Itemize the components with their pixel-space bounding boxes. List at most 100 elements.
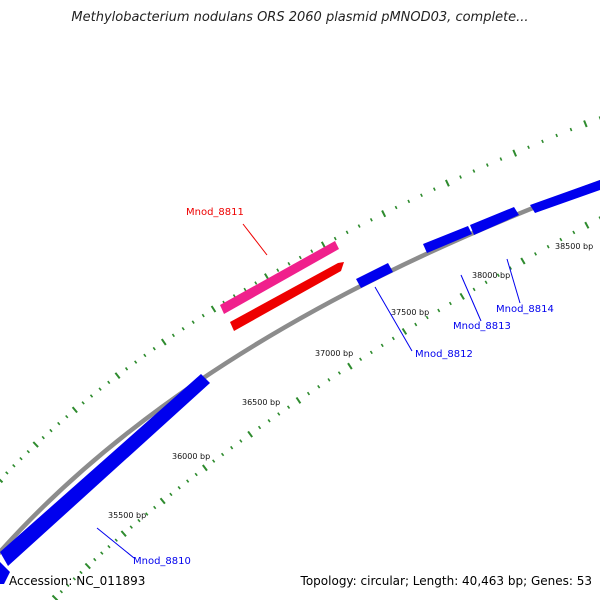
inner-tick-50 [520,257,526,265]
inner-tick-18 [186,479,190,483]
outer-tick-43 [420,193,423,198]
gene-label-mnod-8810[interactable]: Mnod_8810 [133,556,191,567]
outer-tick-13 [98,387,102,391]
inner-tick-45 [459,292,465,300]
inner-tick-44 [448,301,452,306]
outer-tick-51 [527,145,530,150]
inner-tick-6 [93,557,97,562]
inner-tick-31 [306,391,311,396]
gene-arc-mnod-8810[interactable] [0,374,210,566]
outer-tick-53 [555,133,559,138]
inner-tick-25 [247,430,254,438]
callout-line-mnod-8814 [506,258,521,304]
inner-tick-54 [572,230,576,235]
plasmid-backbone [0,179,600,556]
outer-tick-34 [310,249,314,253]
inner-tick-10 [120,530,127,537]
outer-tick-31 [276,268,280,272]
inner-tick-56 [598,216,600,220]
outer-tick-55 [583,120,588,128]
outer-tick-42 [407,199,411,204]
gene-label-mnod-8812[interactable]: Mnod_8812 [415,349,473,360]
gene-arc-mnod-8812[interactable] [356,263,393,288]
outer-tick-12 [89,394,94,398]
inner-tick-32 [317,384,321,389]
inner-tick-11 [129,525,133,529]
outer-tick-5 [32,441,39,448]
inner-tick-26 [257,425,262,430]
outer-tick-9 [65,414,69,419]
outer-tick-24 [201,313,205,318]
gene-arc-mnod-8810-tip[interactable] [0,562,10,584]
inner-tick-34 [337,371,341,375]
inner-tick-5 [84,562,91,570]
gene-arc-mnod-8814[interactable] [530,180,600,213]
inner-tick-20 [202,464,208,472]
tick-label-38000: 38000 bp [472,271,510,280]
inner-tick-39 [391,336,395,341]
outer-tick-3 [19,456,23,461]
outer-tick-54 [569,127,573,132]
outer-tick-28 [243,287,247,292]
outer-tick-7 [49,428,53,433]
inner-tick-9 [114,538,118,542]
gene-label-mnod-8814[interactable]: Mnod_8814 [496,304,554,315]
outer-tick-10 [71,406,78,414]
outer-tick-18 [143,353,147,358]
outer-tick-37 [345,230,349,235]
outer-tick-0 [0,478,4,484]
inner-tick-51 [534,252,537,256]
outer-tick-6 [41,435,45,440]
inner-tick-19 [194,472,198,477]
outer-tick-49 [499,157,503,161]
tick-label-38500: 38500 bp [555,242,593,251]
outer-tick-39 [369,218,373,222]
outer-tick-33 [298,255,302,260]
gene-arc-mnod-8811-pink[interactable] [220,241,339,314]
outer-tick-19 [152,346,156,351]
outer-tick-29 [254,281,258,285]
tick-label-35500: 35500 bp [108,511,146,520]
inner-tick-55 [584,221,590,229]
tick-label-36000: 36000 bp [172,452,210,461]
gene-arc-mnod-8811[interactable] [230,262,344,331]
inner-tick-24 [239,439,243,443]
inner-tick-38 [380,343,384,348]
outer-tick-47 [472,169,476,173]
inner-tick-28 [277,412,281,416]
gene-arc-mnod-8813-a[interactable] [423,226,472,253]
inner-tick-21 [212,459,216,463]
inner-tick-8 [107,544,111,549]
outer-tick-48 [485,163,489,167]
outer-tick-45 [444,179,450,187]
inner-tick-1 [59,589,63,594]
callout-line-mnod-8812 [374,286,413,352]
map-title: Methylobacterium nodulans ORS 2060 plasm… [71,10,529,25]
inner-tick-40 [401,327,408,335]
outer-tick-15 [114,372,121,380]
outer-tick-14 [107,380,111,385]
inner-tick-53 [559,237,563,242]
inner-tick-27 [267,419,271,423]
inner-tick-17 [177,486,181,490]
gene-label-mnod-8811[interactable]: Mnod_8811 [186,207,244,218]
outer-tick-17 [134,360,138,364]
tick-label-37500: 37500 bp [391,308,429,317]
gene-label-mnod-8813[interactable]: Mnod_8813 [453,321,511,332]
inner-tick-ring [51,216,600,600]
callout-line-mnod-8810 [96,527,135,559]
callout-line-mnod-8813 [460,274,482,322]
gene-arc-mnod-8813-b[interactable] [470,207,519,235]
outer-tick-50 [512,149,518,157]
inner-tick-3 [72,577,76,581]
outer-tick-38 [357,224,361,228]
inner-tick-42 [425,315,429,320]
inner-tick-12 [137,518,141,523]
inner-tick-41 [414,322,418,327]
inner-tick-7 [100,551,104,555]
tick-label-37000: 37000 bp [315,349,353,358]
inner-tick-35 [347,362,353,370]
inner-tick-30 [295,396,302,404]
inner-tick-49 [509,266,512,270]
outer-tick-16 [124,367,129,371]
